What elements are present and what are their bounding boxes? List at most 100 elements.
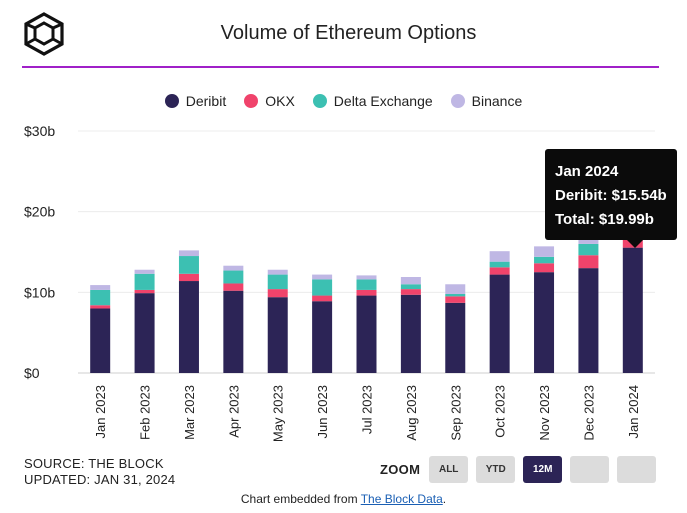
x-tick-label-dec-2023: Dec 2023 <box>581 385 596 441</box>
chart-legend: Deribit OKX Delta Exchange Binance <box>0 93 687 109</box>
bar-delta-exchange-may-2023[interactable] <box>267 274 288 290</box>
bar-deribit-jan-2023[interactable] <box>90 308 111 373</box>
source-text: SOURCE: THE BLOCK <box>24 456 164 471</box>
bar-binance-sep-2023[interactable] <box>445 284 466 294</box>
x-tick-label-feb-2023: Feb 2023 <box>138 385 153 440</box>
bar-okx-dec-2023[interactable] <box>578 255 599 269</box>
x-tick-label-jun-2023: Jun 2023 <box>315 385 330 439</box>
bar-deribit-aug-2023[interactable] <box>400 294 421 373</box>
x-tick-label-jan-2024: Jan 2024 <box>626 385 641 439</box>
bar-deribit-feb-2023[interactable] <box>134 293 155 373</box>
bar-delta-exchange-mar-2023[interactable] <box>178 256 199 274</box>
bar-delta-exchange-oct-2023[interactable] <box>489 261 510 268</box>
y-tick-label-30b: $30b <box>24 123 55 139</box>
bar-binance-nov-2023[interactable] <box>534 246 555 257</box>
bar-deribit-mar-2023[interactable] <box>178 281 199 373</box>
x-tick-label-apr-2023: Apr 2023 <box>226 385 241 438</box>
x-tick-label-aug-2023: Aug 2023 <box>404 385 419 441</box>
y-tick-label-0: $0 <box>24 365 40 381</box>
tooltip-title: Jan 2024 <box>555 163 619 180</box>
bar-okx-aug-2023[interactable] <box>400 289 421 295</box>
zoom-label: ZOOM <box>380 462 421 477</box>
legend-label-okx: OKX <box>265 93 295 109</box>
bar-okx-apr-2023[interactable] <box>223 283 244 291</box>
bar-deribit-jun-2023[interactable] <box>312 301 333 373</box>
legend-dot-deribit <box>164 94 179 108</box>
legend-label-deribit: Deribit <box>185 93 227 109</box>
x-tick-label-oct-2023: Oct 2023 <box>493 385 508 438</box>
bar-delta-exchange-jul-2023[interactable] <box>356 279 377 290</box>
bar-okx-nov-2023[interactable] <box>534 263 555 273</box>
legend-label-delta-exchange: Delta Exchange <box>333 93 433 109</box>
bar-deribit-apr-2023[interactable] <box>223 290 244 373</box>
legend-label-binance: Binance <box>471 93 523 109</box>
bar-binance-may-2023[interactable] <box>267 269 288 275</box>
zoom-ytd-button[interactable]: YTD <box>476 456 516 483</box>
bar-binance-apr-2023[interactable] <box>223 265 244 271</box>
bar-delta-exchange-nov-2023[interactable] <box>534 256 555 264</box>
bar-binance-jan-2023[interactable] <box>90 285 111 290</box>
bar-binance-jul-2023[interactable] <box>356 275 377 280</box>
tooltip-total-row: Total: $19.99b <box>555 211 654 228</box>
chart-tooltip: Jan 2024 Deribit: $15.54b Total: $19.99b <box>545 149 677 248</box>
x-tick-label-may-2023: May 2023 <box>271 385 286 442</box>
bar-binance-oct-2023[interactable] <box>489 251 510 262</box>
bar-delta-exchange-aug-2023[interactable] <box>400 284 421 290</box>
bar-okx-jan-2023[interactable] <box>90 305 111 309</box>
bar-delta-exchange-sep-2023[interactable] <box>445 293 466 297</box>
updated-text: UPDATED: JAN 31, 2024 <box>24 472 176 487</box>
x-tick-label-jul-2023: Jul 2023 <box>360 385 375 434</box>
bar-okx-jun-2023[interactable] <box>312 295 333 302</box>
the-block-data-link[interactable]: The Block Data <box>360 492 443 506</box>
zoom-blank-button-2[interactable] <box>617 456 657 483</box>
tooltip-deribit-row: Deribit: $15.54b <box>555 187 667 204</box>
bar-binance-jun-2023[interactable] <box>312 274 333 280</box>
legend-item-delta-exchange[interactable]: Delta Exchange <box>312 93 433 109</box>
legend-dot-okx <box>244 94 259 108</box>
chart-title: Volume of Ethereum Options <box>220 22 477 44</box>
bar-deribit-nov-2023[interactable] <box>534 272 555 373</box>
bar-delta-exchange-dec-2023[interactable] <box>578 243 599 256</box>
tooltip-arrow <box>627 240 643 248</box>
bar-delta-exchange-apr-2023[interactable] <box>223 270 244 284</box>
bar-okx-feb-2023[interactable] <box>134 289 155 294</box>
y-tick-label-20b: $20b <box>24 204 55 220</box>
bar-okx-may-2023[interactable] <box>267 289 288 298</box>
legend-dot-delta-exchange <box>312 94 327 108</box>
x-tick-label-sep-2023: Sep 2023 <box>448 385 463 441</box>
legend-item-okx[interactable]: OKX <box>244 93 295 109</box>
bar-deribit-may-2023[interactable] <box>267 297 288 373</box>
bar-deribit-oct-2023[interactable] <box>489 274 510 373</box>
zoom-controls: ZOOM ALL YTD 12M <box>380 456 664 483</box>
embed-text: Chart embedded from <box>240 492 361 506</box>
zoom-blank-button-1[interactable] <box>570 456 610 483</box>
bar-binance-aug-2023[interactable] <box>400 277 421 285</box>
legend-item-deribit[interactable]: Deribit <box>164 93 227 109</box>
the-block-cube-icon <box>24 12 64 56</box>
y-tick-label-10b: $10b <box>24 284 55 300</box>
bar-deribit-jul-2023[interactable] <box>356 295 377 373</box>
bar-okx-mar-2023[interactable] <box>178 273 199 282</box>
bar-delta-exchange-jun-2023[interactable] <box>312 279 333 296</box>
bar-delta-exchange-feb-2023[interactable] <box>134 273 155 290</box>
legend-dot-binance <box>450 94 465 108</box>
bar-okx-sep-2023[interactable] <box>445 296 466 303</box>
embed-suffix: . <box>442 492 447 506</box>
x-tick-label-mar-2023: Mar 2023 <box>182 385 197 440</box>
zoom-all-button[interactable]: ALL <box>429 456 469 483</box>
legend-item-binance[interactable]: Binance <box>450 93 523 109</box>
bar-deribit-sep-2023[interactable] <box>445 302 466 373</box>
x-tick-label-nov-2023: Nov 2023 <box>537 385 552 441</box>
bar-binance-mar-2023[interactable] <box>178 250 199 257</box>
bar-deribit-dec-2023[interactable] <box>578 268 599 373</box>
bar-okx-oct-2023[interactable] <box>489 267 510 275</box>
bar-deribit-jan-2024[interactable] <box>622 247 643 373</box>
title-divider <box>22 66 659 68</box>
bar-delta-exchange-jan-2023[interactable] <box>90 289 111 306</box>
bar-okx-jul-2023[interactable] <box>356 289 377 296</box>
bar-binance-feb-2023[interactable] <box>134 269 155 274</box>
zoom-12m-button[interactable]: 12M <box>523 456 563 483</box>
source-info: SOURCE: THE BLOCK UPDATED: JAN 31, 2024 <box>24 456 175 488</box>
x-tick-label-jan-2023: Jan 2023 <box>93 385 108 439</box>
